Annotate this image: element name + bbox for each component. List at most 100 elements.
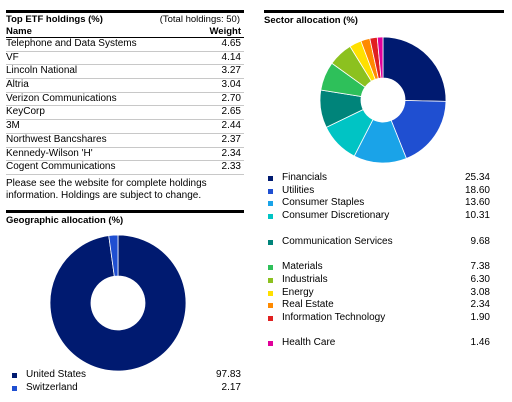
legend-swatch [268,214,273,220]
holding-weight: 2.44 [221,120,241,132]
legend-label: Consumer Discretionary [282,210,390,222]
holding-weight: 4.14 [221,51,241,63]
legend-swatch [268,303,273,309]
legend-value: 9.68 [470,235,490,247]
geo-title: Geographic allocation (%) [6,215,124,226]
geo-legend-item: United States 97.83 [12,369,241,382]
legend-value: 7.38 [470,261,490,273]
holding-name: VF [6,51,19,63]
legend-value: 6.30 [470,273,490,285]
legend-swatch [268,176,273,181]
geo-slice [49,234,187,372]
legend-label: Industrials [282,273,328,285]
holding-name: 3M [6,120,20,132]
table-row: VF 4.14 [6,52,244,66]
holding-weight: 2.37 [221,133,241,145]
sector-legend-item: Industrials 6.30 [268,274,490,287]
holdings-panel: Top ETF holdings (%) (Total holdings: 50… [6,10,244,203]
holding-name: Northwest Bancshares [6,133,107,145]
holdings-col-name: Name [6,26,32,37]
sector-legend-item: Real Estate 2.34 [268,299,490,312]
table-row: KeyCorp 2.65 [6,106,244,121]
sector-slice [382,36,447,102]
holding-weight: 2.65 [221,106,241,118]
legend-swatch [268,341,273,347]
legend-swatch [12,385,17,391]
holdings-note: Please see the website for complete hold… [6,177,207,202]
table-row: Northwest Bancshares 2.37 [6,134,244,148]
legend-swatch [268,201,273,207]
table-row: Cogent Communications 2.33 [6,161,244,175]
sector-legend-item: Materials 7.38 [268,261,490,274]
sector-donut-chart [319,36,447,164]
holdings-col-weight: Weight [209,26,242,37]
sector-legend-item: Utilities 18.60 [268,185,490,198]
sector-slice [376,36,384,79]
table-row: 3M 2.44 [6,120,244,134]
legend-label: Health Care [282,337,336,349]
sector-legend-item: Communication Services 9.68 [268,236,490,249]
geo-slice [108,234,119,277]
legend-swatch [268,290,273,296]
legend-label: United States [26,369,87,380]
holding-name: Telephone and Data Systems [6,38,137,49]
sector-legend-item: Information Technology 1.90 [268,312,490,325]
holding-name: Verizon Communications [6,92,117,104]
sector-legend-item: Consumer Staples 13.60 [268,197,490,210]
holding-name: Altria [6,79,29,91]
holding-name: Kennedy-Wilson 'H' [6,147,93,159]
table-row: Altria 3.04 [6,79,244,93]
holding-weight: 2.33 [221,161,241,173]
holding-weight: 2.34 [221,147,241,159]
sector-slice [390,100,447,160]
sector-legend-item: Consumer Discretionary 10.31 [268,210,490,223]
holding-weight: 4.65 [221,38,241,49]
sector-title: Sector allocation (%) [264,15,358,26]
sector-legend-item: Energy 3.08 [268,287,490,300]
holding-weight: 2.70 [221,92,241,104]
holdings-header-row: Name Weight [6,26,244,38]
table-row: Verizon Communications 2.70 [6,93,244,107]
legend-value: 25.34 [464,172,490,183]
sector-legend-item: Financials 25.34 [268,172,490,185]
legend-label: Consumer Staples [282,197,365,209]
legend-value: 97.83 [215,369,241,380]
table-row: Kennedy-Wilson 'H' 2.34 [6,148,244,162]
legend-swatch [12,373,17,378]
holdings-total-note: (Total holdings: 50) [159,14,240,25]
holding-name: Lincoln National [6,65,78,77]
legend-swatch [268,277,273,283]
geo-legend-item: Switzerland 2.17 [12,382,241,395]
legend-swatch [268,188,273,194]
legend-label: Information Technology [282,311,386,323]
legend-value: 13.60 [464,197,490,209]
geo-donut-chart [49,234,187,372]
legend-value: 10.31 [464,210,490,222]
legend-value: 1.46 [470,337,490,349]
legend-label: Materials [282,261,323,273]
holding-name: Cogent Communications [6,161,116,173]
legend-value: 2.17 [221,381,241,393]
legend-label: Communication Services [282,235,393,247]
sector-legend-item: Health Care 1.46 [268,337,490,350]
legend-label: Switzerland [26,381,78,393]
legend-value: 18.60 [464,184,490,196]
legend-value: 3.08 [470,286,490,298]
legend-swatch [268,265,273,271]
holdings-title: Top ETF holdings (%) [6,14,103,25]
holding-weight: 3.04 [221,79,241,91]
legend-swatch [268,239,273,245]
legend-label: Financials [282,172,328,183]
legend-value: 1.90 [470,311,490,323]
holdings-table: Telephone and Data Systems 4.65 VF 4.14 Linc… [6,38,244,175]
legend-swatch [268,315,273,321]
legend-label: Real Estate [282,299,334,311]
table-row: Lincoln National 3.27 [6,65,244,80]
holding-weight: 3.27 [221,65,241,77]
legend-label: Utilities [282,184,315,196]
geo-panel: Geographic allocation (%) [6,210,244,226]
legend-label: Energy [282,286,314,298]
holding-name: KeyCorp [6,106,45,118]
legend-value: 2.34 [470,299,490,311]
sector-panel: Sector allocation (%) [264,10,504,26]
